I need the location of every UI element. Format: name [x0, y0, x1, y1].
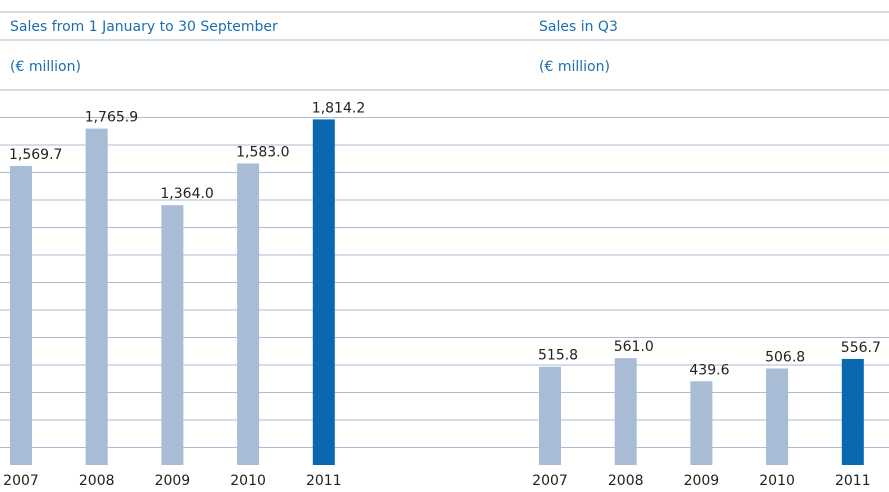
chart-title: Sales from 1 January to 30 September — [10, 19, 278, 35]
value-label: 439.6 — [689, 362, 729, 378]
bar — [10, 165, 32, 465]
value-label: 561.0 — [614, 339, 654, 355]
x-tick-label: 2008 — [79, 473, 115, 489]
chart-title: Sales in Q3 — [539, 19, 618, 35]
bar — [237, 163, 260, 465]
bar — [766, 368, 789, 465]
x-tick-label: 2007 — [3, 473, 39, 489]
x-tick-label: 2011 — [306, 473, 342, 489]
value-label: 556.7 — [841, 340, 881, 356]
bar — [614, 358, 637, 465]
bar — [85, 128, 108, 465]
x-tick-label: 2010 — [759, 473, 795, 489]
value-label: 506.8 — [765, 349, 805, 365]
chart-subtitle: (€ million) — [539, 59, 610, 75]
value-label: 1,364.0 — [160, 186, 213, 202]
chart-subtitle: (€ million) — [10, 59, 81, 75]
bar — [312, 119, 335, 465]
bar — [161, 205, 184, 465]
value-label: 1,814.2 — [312, 100, 365, 116]
x-tick-label: 2008 — [608, 473, 644, 489]
value-label: 1,583.0 — [236, 144, 289, 160]
bar — [539, 366, 561, 465]
value-label: 515.8 — [538, 348, 578, 364]
x-tick-label: 2009 — [684, 473, 720, 489]
value-label: 1,765.9 — [85, 110, 138, 126]
x-tick-label: 2011 — [835, 473, 871, 489]
x-tick-label: 2010 — [230, 473, 266, 489]
bar — [841, 358, 864, 465]
bar — [690, 381, 713, 465]
x-tick-label: 2009 — [155, 473, 191, 489]
value-label: 1,569.7 — [9, 147, 62, 163]
x-tick-label: 2007 — [532, 473, 568, 489]
